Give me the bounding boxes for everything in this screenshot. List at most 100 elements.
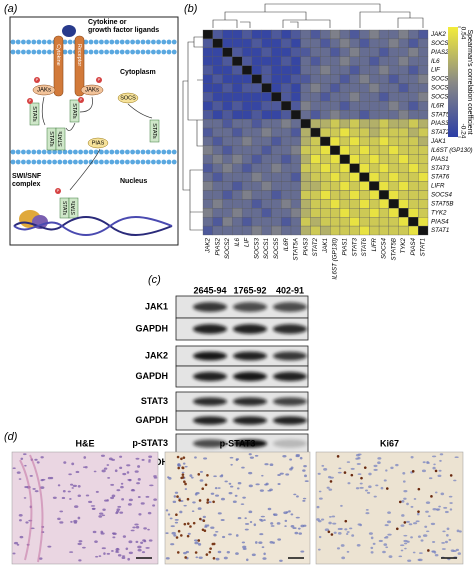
heat-cell bbox=[330, 181, 341, 191]
heat-cell bbox=[378, 181, 390, 191]
lipid bbox=[109, 49, 115, 55]
lipid bbox=[99, 49, 104, 55]
cytoplasm-label: Cytoplasm bbox=[120, 69, 156, 76]
heat-cell bbox=[388, 83, 399, 93]
nucleus bbox=[148, 459, 151, 462]
column-label: STAT5B bbox=[390, 238, 397, 260]
heat-cell bbox=[212, 127, 223, 138]
nucleus bbox=[400, 549, 404, 552]
heat-cell bbox=[232, 172, 243, 182]
nucleus bbox=[351, 534, 355, 537]
nucleus bbox=[446, 533, 449, 537]
heat-cell bbox=[300, 199, 311, 209]
nucleus bbox=[135, 540, 139, 543]
stained-nucleus bbox=[212, 500, 215, 504]
heat-cell bbox=[398, 127, 409, 138]
heat-cell bbox=[378, 199, 390, 209]
heat-cell bbox=[369, 154, 380, 164]
heat-cell bbox=[310, 208, 321, 218]
stained-nucleus bbox=[327, 530, 331, 534]
lipid bbox=[125, 49, 130, 55]
nucleus bbox=[439, 453, 444, 456]
heat-cell bbox=[241, 181, 253, 191]
lipid bbox=[171, 149, 177, 155]
nucleus bbox=[359, 486, 364, 489]
heat-cell bbox=[369, 110, 380, 120]
heat-cell bbox=[212, 136, 223, 147]
nucleus bbox=[68, 473, 72, 476]
lipid bbox=[125, 39, 130, 45]
stained-nucleus bbox=[181, 475, 185, 479]
lipid bbox=[166, 149, 172, 155]
nucleus bbox=[112, 536, 116, 539]
heat-cell bbox=[388, 154, 399, 164]
blot-band bbox=[193, 416, 227, 425]
swi-snf-label: complex bbox=[12, 181, 41, 188]
nucleus bbox=[290, 524, 295, 528]
nucleus bbox=[183, 504, 187, 507]
lipid bbox=[15, 49, 21, 55]
lipid bbox=[114, 49, 120, 55]
nucleus bbox=[173, 495, 177, 498]
blot-row-label: p-STAT3 bbox=[132, 438, 168, 448]
heat-cell bbox=[251, 29, 262, 40]
nucleus bbox=[303, 465, 307, 468]
heat-cell bbox=[349, 110, 360, 120]
nucleus bbox=[418, 552, 423, 554]
heat-cell bbox=[330, 56, 341, 66]
heat-cell bbox=[281, 29, 292, 40]
nucleus bbox=[240, 503, 245, 505]
heatmap: JAK2SOCS2PIAS2IL6LIFSOCS3SOCS1SOCS5IL6RS… bbox=[202, 29, 473, 280]
nucleus bbox=[138, 513, 142, 516]
nucleus bbox=[321, 464, 325, 467]
nucleus bbox=[433, 463, 436, 466]
heat-cell bbox=[222, 74, 233, 84]
stained-nucleus bbox=[182, 456, 186, 459]
heat-cell bbox=[369, 199, 380, 209]
heat-cell bbox=[349, 217, 360, 227]
heat-cell bbox=[408, 154, 419, 164]
heat-cell bbox=[369, 65, 380, 75]
heat-cell bbox=[271, 83, 282, 93]
lipid bbox=[109, 39, 115, 45]
stat-label: STATs bbox=[31, 106, 37, 122]
lipid bbox=[166, 49, 172, 55]
nucleus bbox=[106, 552, 111, 555]
heat-cell bbox=[232, 47, 243, 57]
heat-cell bbox=[310, 163, 321, 173]
nucleus bbox=[210, 526, 215, 529]
lipid bbox=[119, 149, 125, 155]
heat-cell bbox=[349, 118, 360, 129]
nucleus bbox=[277, 473, 281, 477]
stained-nucleus bbox=[212, 542, 216, 546]
heat-cell bbox=[212, 225, 223, 236]
heat-cell bbox=[369, 38, 380, 48]
blot-band bbox=[233, 351, 267, 361]
nucleus bbox=[117, 505, 122, 508]
nucleus bbox=[432, 466, 436, 470]
row-label: SOCS3 bbox=[431, 76, 453, 83]
heat-cell bbox=[398, 199, 409, 209]
heat-cell bbox=[408, 56, 419, 66]
blot-band bbox=[193, 371, 227, 382]
heat-cell bbox=[241, 56, 253, 66]
nucleus bbox=[373, 495, 377, 498]
nucleus bbox=[183, 551, 187, 555]
heat-cell bbox=[202, 74, 213, 84]
nucleus bbox=[317, 472, 321, 475]
nucleus bbox=[82, 466, 86, 469]
nucleus bbox=[387, 511, 391, 514]
nucleus bbox=[378, 539, 383, 542]
lipid bbox=[151, 149, 156, 155]
heat-cell bbox=[261, 199, 272, 209]
heat-cell bbox=[378, 163, 390, 173]
nucleus bbox=[302, 497, 307, 500]
nucleus bbox=[261, 474, 264, 477]
heat-cell bbox=[241, 190, 253, 200]
nucleus bbox=[128, 498, 133, 502]
heat-cell bbox=[212, 101, 223, 111]
heat-cell bbox=[408, 163, 419, 173]
nucleus bbox=[323, 468, 328, 471]
nucleus bbox=[83, 456, 87, 459]
heat-cell bbox=[222, 199, 233, 209]
